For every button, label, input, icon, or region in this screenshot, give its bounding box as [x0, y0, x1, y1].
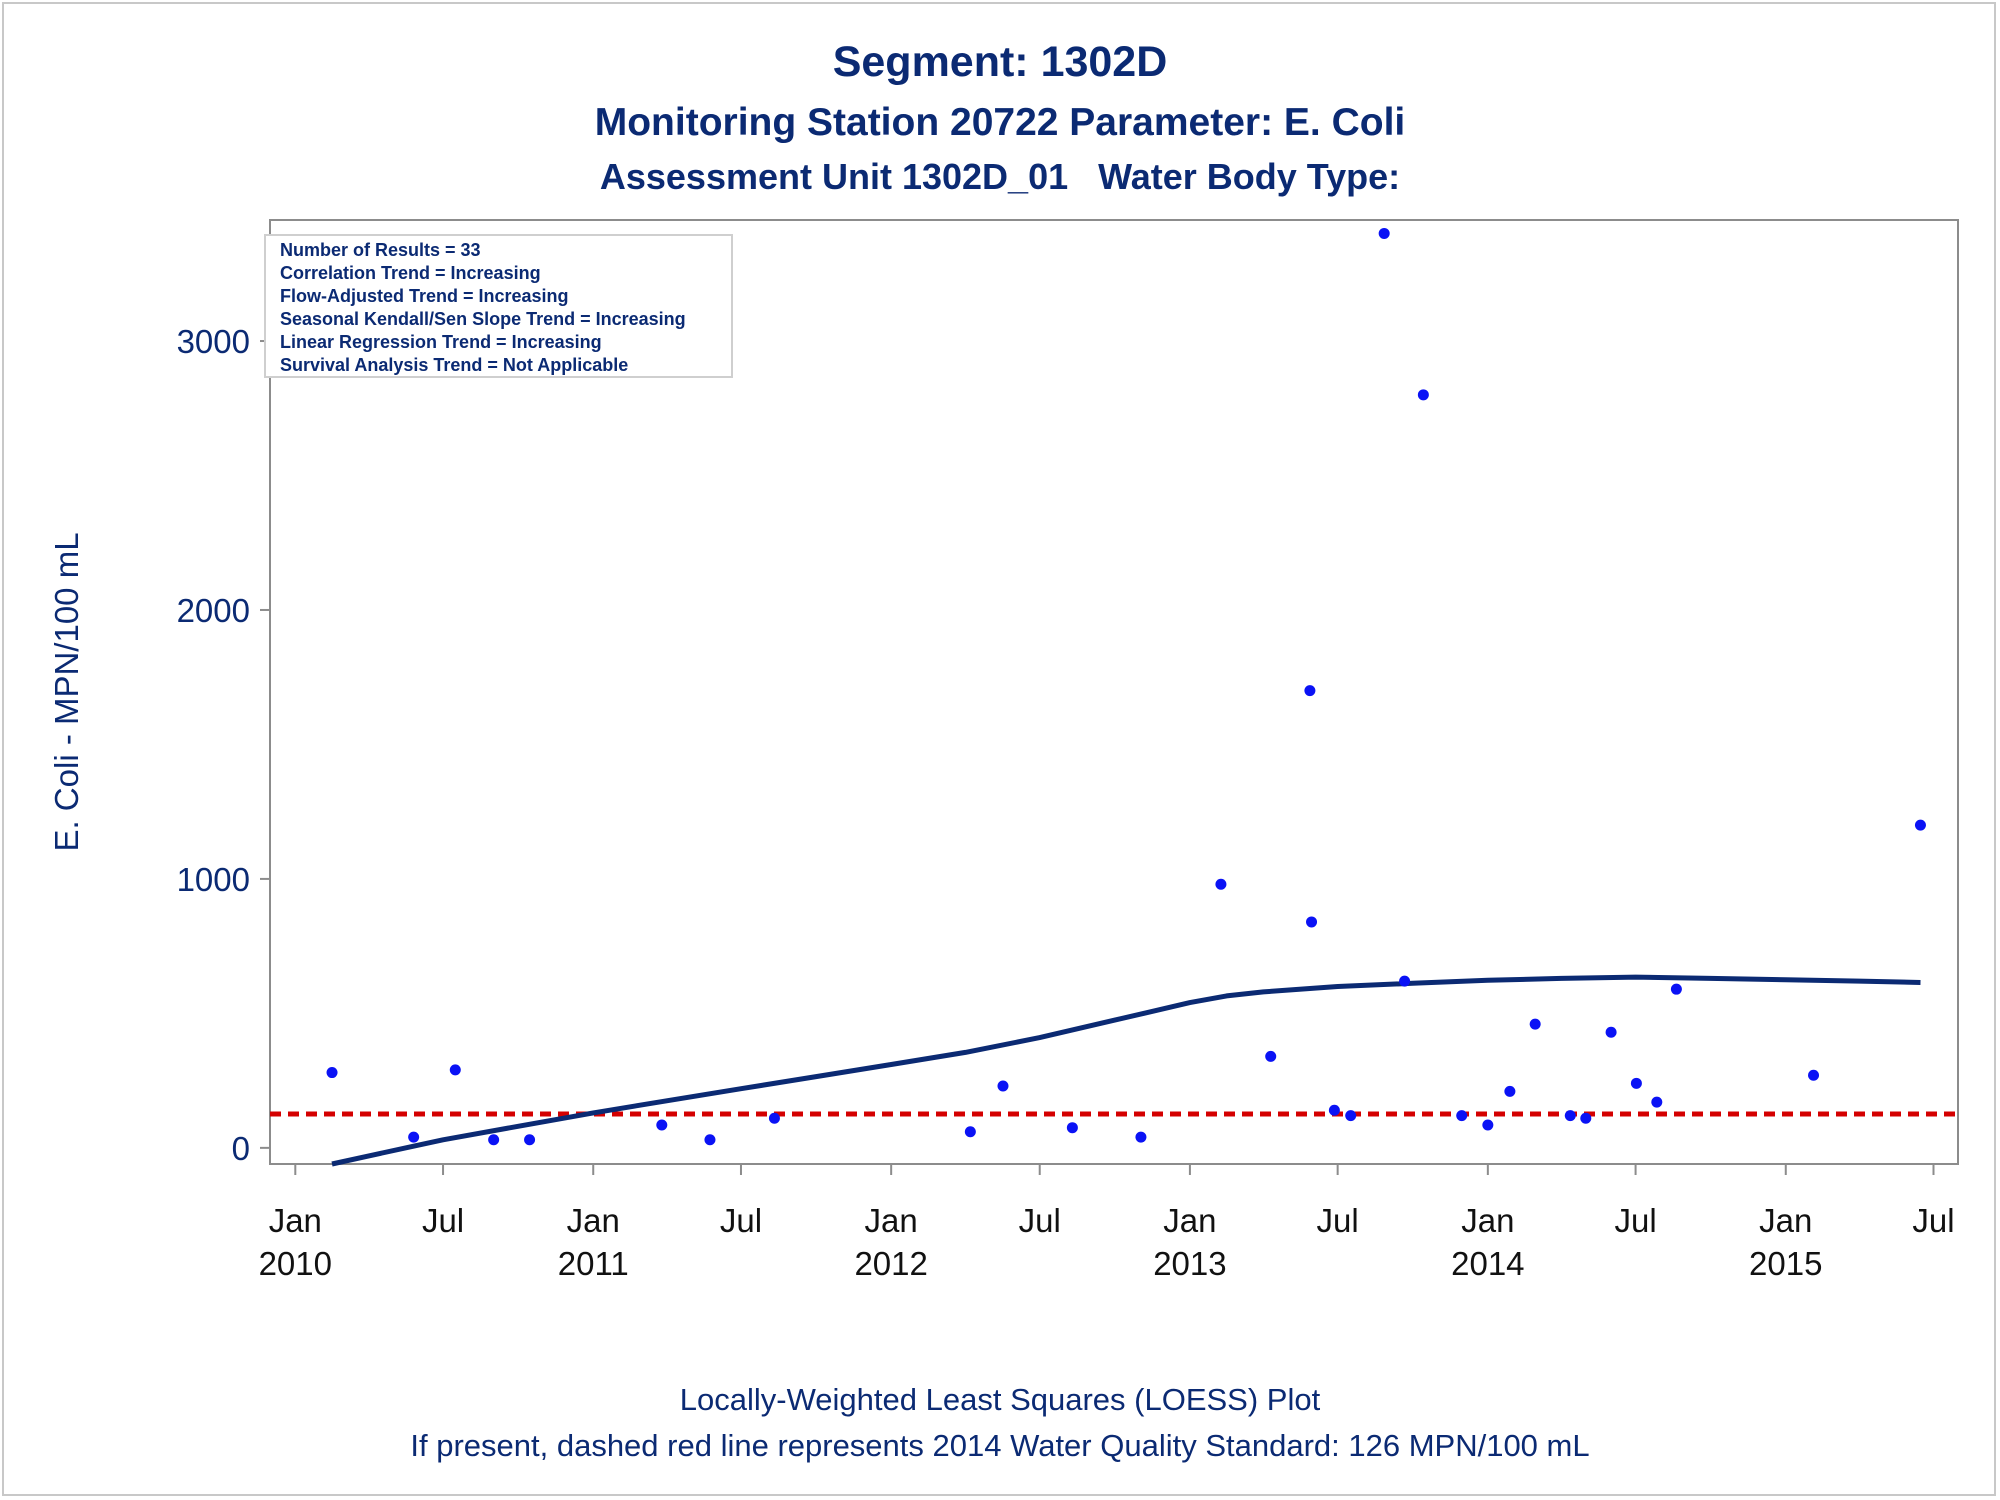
- x-tick-label-year-2: 2011: [558, 1245, 629, 1282]
- data-point-13: [1215, 878, 1227, 890]
- x-tick-label-year-6: 2013: [1153, 1245, 1226, 1282]
- stats-legend-line-2: Correlation Trend = Increasing: [280, 263, 541, 283]
- data-point-32: [1808, 1069, 1820, 1081]
- data-point-27: [1580, 1112, 1592, 1124]
- data-point-12: [1135, 1131, 1147, 1143]
- data-point-1: [326, 1067, 338, 1079]
- x-tick-label-year-4: 2012: [854, 1245, 927, 1282]
- stats-legend-line-6: Survival Analysis Trend = Not Applicable: [280, 355, 628, 375]
- data-point-19: [1378, 227, 1390, 239]
- x-tick-label-month-9: Jul: [1614, 1202, 1656, 1239]
- data-point-8: [768, 1112, 780, 1124]
- data-point-30: [1651, 1096, 1663, 1108]
- loess-curve: [331, 974, 1921, 1167]
- data-point-28: [1605, 1026, 1617, 1038]
- data-point-29: [1630, 1077, 1642, 1089]
- data-point-24: [1504, 1085, 1516, 1097]
- data-point-21: [1417, 389, 1429, 401]
- data-point-33: [1914, 819, 1926, 831]
- data-point-9: [964, 1126, 976, 1138]
- data-point-26: [1564, 1110, 1576, 1122]
- data-point-4: [488, 1134, 500, 1146]
- x-tick-label-month-0: Jan: [269, 1202, 322, 1239]
- x-tick-label-month-1: Jul: [422, 1202, 464, 1239]
- x-tick-label-month-4: Jan: [865, 1202, 918, 1239]
- x-tick-label-month-3: Jul: [720, 1202, 762, 1239]
- stats-legend-frame: [264, 234, 733, 378]
- stats-legend-line-4: Seasonal Kendall/Sen Slope Trend = Incre…: [280, 309, 686, 329]
- y-axis-label: E. Coli - MPN/100 mL: [48, 532, 85, 851]
- x-tick-label-year-8: 2014: [1451, 1245, 1524, 1282]
- data-point-16: [1306, 916, 1318, 928]
- chart-subtitle-assessment: Assessment Unit 1302D_01 Water Body Type…: [599, 156, 1401, 197]
- data-point-23: [1482, 1119, 1494, 1131]
- x-tick-label-month-8: Jan: [1461, 1202, 1514, 1239]
- x-tick-label-month-7: Jul: [1317, 1202, 1359, 1239]
- data-point-11: [1066, 1122, 1078, 1134]
- x-tick-label-month-10: Jan: [1759, 1202, 1812, 1239]
- footnote-standard: If present, dashed red line represents 2…: [410, 1428, 1590, 1463]
- footnote-loess: Locally-Weighted Least Squares (LOESS) P…: [679, 1382, 1321, 1417]
- data-point-6: [656, 1119, 668, 1131]
- data-point-20: [1399, 975, 1411, 987]
- y-tick-label-3000: 3000: [177, 323, 250, 360]
- data-point-3: [449, 1064, 461, 1076]
- stats-legend-line-5: Linear Regression Trend = Increasing: [280, 332, 602, 352]
- stats-legend-line-3: Flow-Adjusted Trend = Increasing: [280, 286, 569, 306]
- x-tick-label-month-2: Jan: [567, 1202, 620, 1239]
- data-point-18: [1345, 1110, 1357, 1122]
- plot-area: [269, 219, 1959, 1165]
- chart-title: Segment: 1302D: [832, 38, 1168, 86]
- data-point-5: [524, 1134, 536, 1146]
- data-point-2: [408, 1131, 420, 1143]
- x-tick-label-month-6: Jan: [1163, 1202, 1216, 1239]
- data-point-25: [1529, 1018, 1541, 1030]
- x-tick-label-year-0: 2010: [259, 1245, 332, 1282]
- data-point-22: [1456, 1110, 1468, 1122]
- y-tick-label-1000: 1000: [177, 861, 250, 898]
- y-tick-label-0: 0: [232, 1130, 250, 1167]
- stats-legend-line-1: Number of Results = 33: [280, 240, 481, 260]
- data-point-7: [704, 1134, 716, 1146]
- data-point-15: [1304, 685, 1316, 697]
- y-tick-label-2000: 2000: [177, 592, 250, 629]
- data-point-17: [1328, 1104, 1340, 1116]
- data-point-31: [1670, 983, 1682, 995]
- chart-subtitle-station: Monitoring Station 20722 Parameter: E. C…: [594, 101, 1406, 144]
- stats-legend-box: Number of Results = 33 Correlation Trend …: [264, 234, 733, 378]
- data-point-14: [1265, 1050, 1277, 1062]
- data-point-10: [997, 1080, 1009, 1092]
- x-tick-label-month-11: Jul: [1912, 1202, 1954, 1239]
- x-tick-label-month-5: Jul: [1019, 1202, 1061, 1239]
- x-tick-label-year-10: 2015: [1749, 1245, 1822, 1282]
